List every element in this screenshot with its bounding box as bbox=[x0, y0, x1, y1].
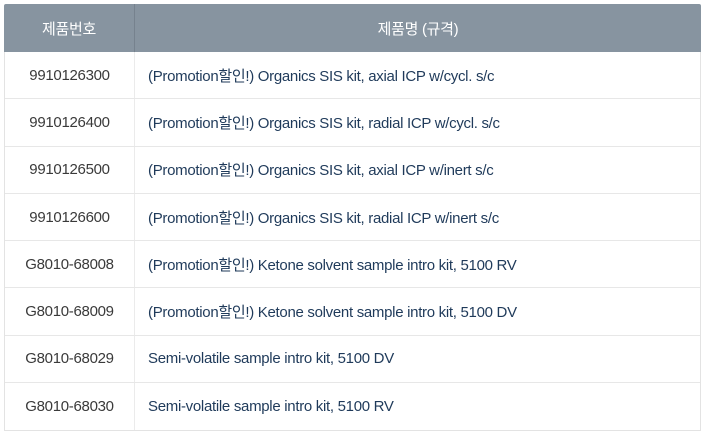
product-number-cell: G8010-68009 bbox=[5, 288, 135, 335]
product-name-cell: (Promotion할인!) Organics SIS kit, radial … bbox=[148, 209, 499, 227]
table-row: 9910126600 (Promotion할인!) Organics SIS k… bbox=[5, 193, 700, 242]
table-header-row: 제품번호 제품명 (규격) bbox=[4, 4, 701, 52]
table-row: G8010-68030 Semi-volatile sample intro k… bbox=[5, 383, 700, 431]
product-name-cell: (Promotion할인!) Organics SIS kit, radial … bbox=[148, 114, 500, 132]
table-body: 9910126300 (Promotion할인!) Organics SIS k… bbox=[4, 52, 701, 432]
product-number-cell: 9910126500 bbox=[5, 146, 135, 193]
product-name-cell: (Promotion할인!) Organics SIS kit, axial I… bbox=[148, 162, 494, 180]
column-header-product-name: 제품명 (규격) bbox=[377, 20, 459, 38]
product-table: 제품번호 제품명 (규격) 9910126300 (Promotion할인!) … bbox=[4, 4, 701, 432]
table-row: 9910126400 (Promotion할인!) Organics SIS k… bbox=[5, 99, 700, 147]
product-name-cell: Semi-volatile sample intro kit, 5100 RV bbox=[148, 398, 394, 416]
table-row: 9910126300 (Promotion할인!) Organics SIS k… bbox=[5, 52, 700, 100]
product-number-cell: G8010-68030 bbox=[5, 383, 135, 431]
product-number-cell: G8010-68008 bbox=[5, 241, 135, 288]
product-name-cell: (Promotion할인!) Organics SIS kit, axial I… bbox=[148, 67, 495, 85]
product-number-cell: 9910126600 bbox=[5, 193, 135, 241]
product-number-cell: 9910126400 bbox=[5, 99, 135, 146]
product-number-cell: 9910126300 bbox=[5, 52, 135, 99]
table-row: G8010-68008 (Promotion할인!) Ketone solven… bbox=[5, 241, 700, 289]
table-row: G8010-68029 Semi-volatile sample intro k… bbox=[5, 335, 700, 384]
product-name-cell: Semi-volatile sample intro kit, 5100 DV bbox=[148, 350, 394, 368]
table-row: 9910126500 (Promotion할인!) Organics SIS k… bbox=[5, 146, 700, 194]
product-name-cell: (Promotion할인!) Ketone solvent sample int… bbox=[148, 256, 517, 274]
product-name-cell: (Promotion할인!) Ketone solvent sample int… bbox=[148, 304, 517, 322]
column-header-product-number: 제품번호 bbox=[4, 4, 135, 52]
table-row: G8010-68009 (Promotion할인!) Ketone solven… bbox=[5, 288, 700, 336]
product-number-cell: G8010-68029 bbox=[5, 335, 135, 383]
